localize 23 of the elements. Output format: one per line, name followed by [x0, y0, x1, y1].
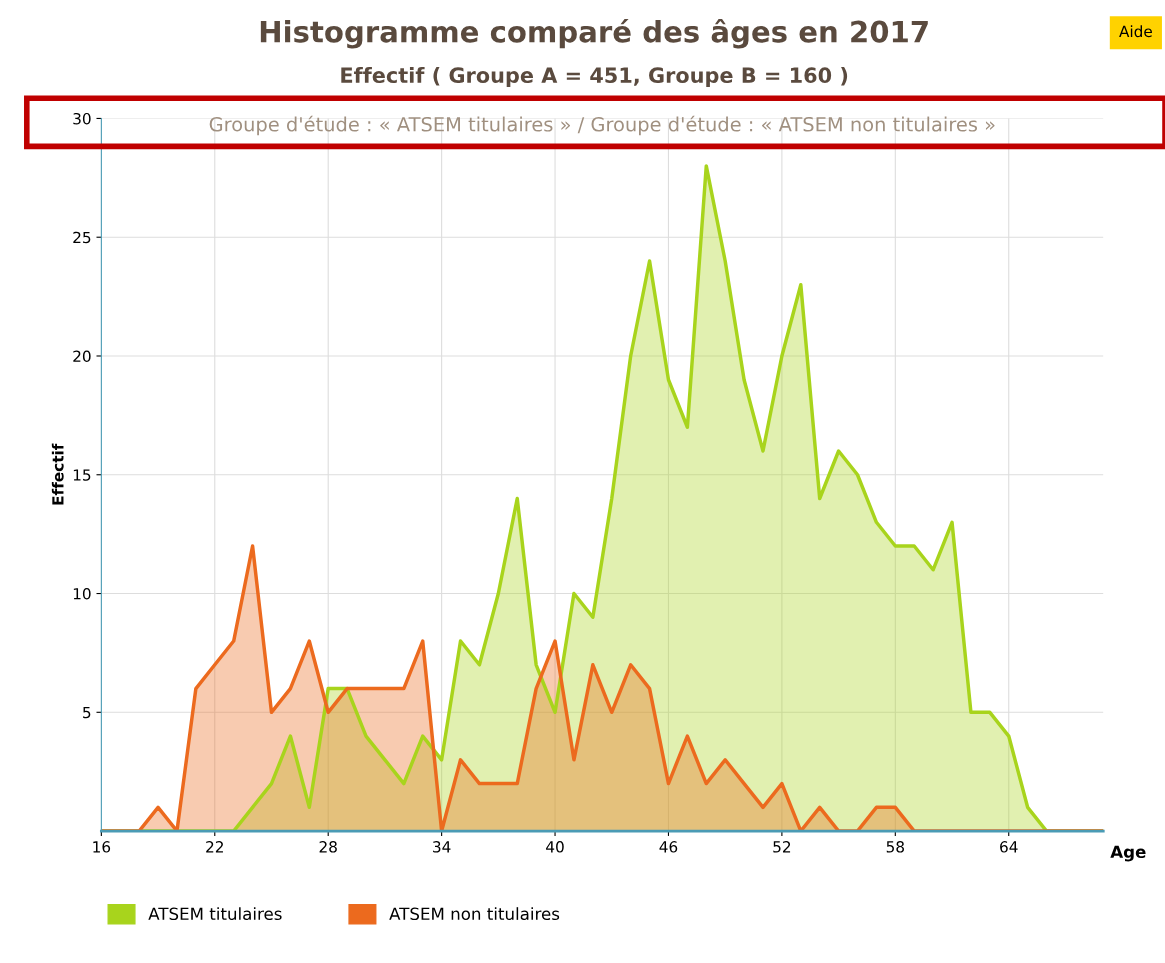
- x-tick-label: 46: [659, 841, 678, 853]
- x-tick-label: 22: [206, 841, 223, 853]
- y-tick-label: 20: [73, 350, 91, 363]
- x-tick-label: 40: [546, 841, 564, 853]
- legend-label: ATSEM titulaires: [148, 907, 282, 921]
- y-axis-title: Effectif: [51, 443, 64, 505]
- y-tick-label: 15: [73, 469, 91, 481]
- x-axis-title: Age: [1110, 845, 1146, 862]
- x-tick-label: 52: [773, 841, 791, 853]
- y-tick-label: 10: [73, 587, 91, 600]
- x-tick-label: 28: [319, 841, 337, 853]
- x-tick-label: 34: [433, 841, 451, 853]
- y-tick-label: 5: [83, 706, 91, 719]
- x-tick-label: 16: [93, 841, 111, 853]
- x-tick-label: 64: [1000, 841, 1018, 853]
- text: Aide: [1119, 25, 1152, 38]
- chart-subtitle: Effectif ( Groupe A = 451, Groupe B = 160 ): [341, 66, 848, 88]
- legend-label: ATSEM non titulaires: [389, 907, 560, 921]
- x-tick-label: 58: [886, 841, 904, 853]
- y-tick-label: 25: [73, 231, 91, 244]
- annotation: Groupe d'étude : « ATSEM titulaires » / Groupe d'étude : « ATSEM non titulaires »: [209, 115, 995, 136]
- y-tick-label: 30: [73, 112, 91, 125]
- chart-title: Histogramme comparé des âges en 2017: [260, 18, 928, 49]
